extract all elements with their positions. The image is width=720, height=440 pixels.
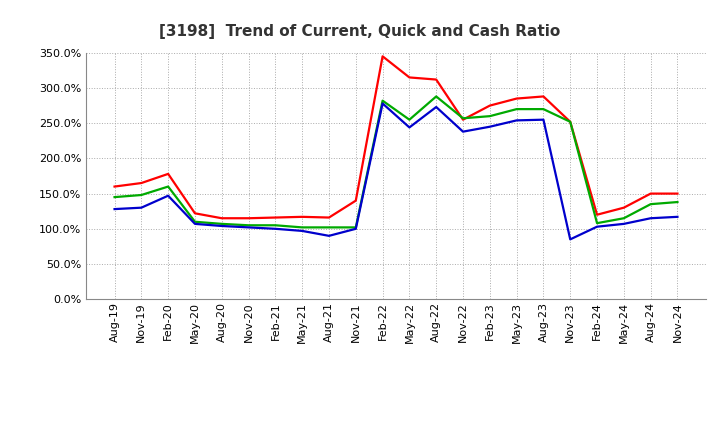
Quick Ratio (513, 106, 521, 112)
Line: Cash Ratio: Cash Ratio (114, 103, 678, 239)
Quick Ratio (137, 192, 145, 198)
Quick Ratio (325, 225, 333, 230)
Current Ratio (164, 171, 173, 176)
Quick Ratio (566, 119, 575, 125)
Current Ratio (244, 216, 253, 221)
Cash Ratio (593, 224, 601, 229)
Current Ratio (647, 191, 655, 196)
Cash Ratio (298, 228, 307, 234)
Quick Ratio (619, 216, 628, 221)
Cash Ratio (137, 205, 145, 210)
Cash Ratio (325, 233, 333, 238)
Quick Ratio (647, 202, 655, 207)
Cash Ratio (673, 214, 682, 220)
Quick Ratio (244, 223, 253, 228)
Quick Ratio (298, 225, 307, 230)
Quick Ratio (673, 199, 682, 205)
Current Ratio (485, 103, 494, 108)
Current Ratio (539, 94, 548, 99)
Quick Ratio (539, 106, 548, 112)
Cash Ratio (271, 226, 279, 231)
Line: Current Ratio: Current Ratio (114, 56, 678, 218)
Cash Ratio (566, 237, 575, 242)
Quick Ratio (351, 225, 360, 230)
Cash Ratio (539, 117, 548, 122)
Current Ratio (459, 117, 467, 122)
Current Ratio (378, 54, 387, 59)
Cash Ratio (164, 193, 173, 198)
Current Ratio (513, 96, 521, 101)
Cash Ratio (191, 221, 199, 227)
Current Ratio (673, 191, 682, 196)
Cash Ratio (485, 124, 494, 129)
Cash Ratio (619, 221, 628, 227)
Cash Ratio (351, 226, 360, 231)
Quick Ratio (271, 223, 279, 228)
Quick Ratio (593, 220, 601, 226)
Current Ratio (298, 214, 307, 220)
Cash Ratio (110, 206, 119, 212)
Quick Ratio (191, 219, 199, 224)
Quick Ratio (378, 98, 387, 103)
Cash Ratio (513, 118, 521, 123)
Quick Ratio (164, 184, 173, 189)
Quick Ratio (459, 116, 467, 121)
Current Ratio (619, 205, 628, 210)
Cash Ratio (432, 104, 441, 110)
Current Ratio (566, 119, 575, 125)
Current Ratio (432, 77, 441, 82)
Quick Ratio (485, 114, 494, 119)
Current Ratio (351, 198, 360, 203)
Quick Ratio (217, 221, 226, 227)
Current Ratio (110, 184, 119, 189)
Cash Ratio (217, 224, 226, 229)
Cash Ratio (244, 225, 253, 230)
Cash Ratio (405, 125, 414, 130)
Quick Ratio (405, 117, 414, 122)
Current Ratio (191, 211, 199, 216)
Current Ratio (271, 215, 279, 220)
Line: Quick Ratio: Quick Ratio (114, 96, 678, 227)
Current Ratio (325, 215, 333, 220)
Cash Ratio (459, 129, 467, 134)
Text: [3198]  Trend of Current, Quick and Cash Ratio: [3198] Trend of Current, Quick and Cash … (159, 24, 561, 39)
Current Ratio (137, 180, 145, 186)
Quick Ratio (432, 94, 441, 99)
Current Ratio (593, 212, 601, 217)
Cash Ratio (647, 216, 655, 221)
Current Ratio (405, 75, 414, 80)
Cash Ratio (378, 101, 387, 106)
Quick Ratio (110, 194, 119, 200)
Current Ratio (217, 216, 226, 221)
